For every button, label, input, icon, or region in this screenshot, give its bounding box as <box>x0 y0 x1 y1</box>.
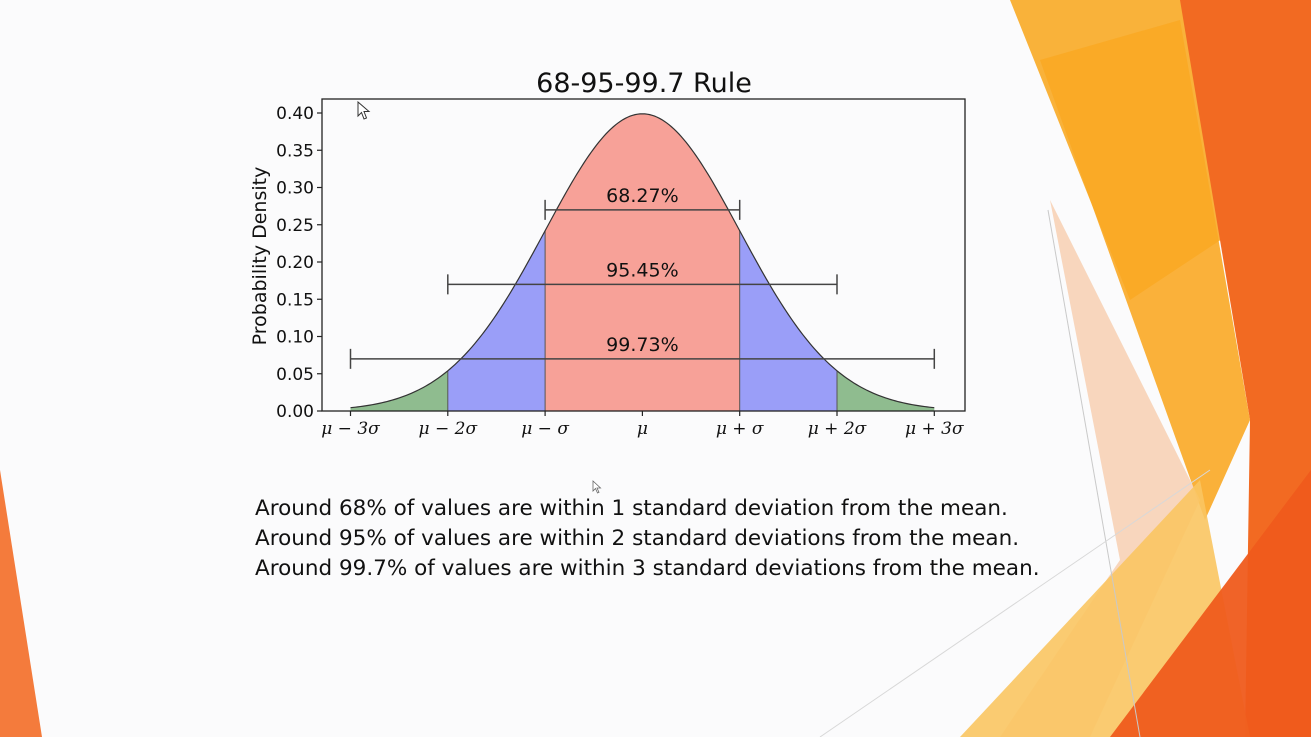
x-tick-label: μ − 2σ <box>419 419 478 439</box>
caption-line-3: Around 99.7% of values are within 3 stan… <box>255 556 1040 581</box>
interval-label: 95.45% <box>606 259 678 281</box>
x-tick-label: μ − 3σ <box>321 419 380 439</box>
region-2 <box>545 113 740 411</box>
interval-label: 68.27% <box>606 185 678 207</box>
y-tick-label: 0.35 <box>276 141 314 161</box>
y-tick-label: 0.25 <box>276 216 314 236</box>
y-tick-label: 0.40 <box>276 104 314 124</box>
facet-line <box>1047 209 1141 737</box>
y-tick-label: 0.15 <box>276 290 314 310</box>
facet-deep-orange <box>1110 470 1311 737</box>
y-tick-label: 0.05 <box>276 365 314 385</box>
mouse-cursor-icon <box>592 480 602 494</box>
y-tick-label: 0.10 <box>276 328 314 348</box>
density-curve <box>350 113 935 409</box>
chart-title: 68-95-99.7 Rule <box>536 68 752 99</box>
facet-amber-mid <box>1040 20 1250 520</box>
facet-left <box>0 470 42 737</box>
plot-area: 68.27% 95.45% 99.73% 0.00 0.05 0.10 0.15 0.20 0.… <box>276 98 966 439</box>
caption: Around 68% of values are within 1 standa… <box>255 494 1040 584</box>
y-tick-label: 0.20 <box>276 253 314 273</box>
y-axis-label: Probability Density <box>249 167 271 346</box>
x-tick-label: μ + 3σ <box>905 419 964 439</box>
caption-line-1: Around 68% of values are within 1 standa… <box>255 496 1008 521</box>
region-4 <box>837 370 935 411</box>
region-0 <box>350 370 448 411</box>
mouse-cursor-icon <box>357 101 371 120</box>
x-tick-label: μ + 2σ <box>808 419 867 439</box>
x-tick-label: μ <box>637 419 648 439</box>
x-tick-label: μ − σ <box>521 419 569 439</box>
x-tick-label: μ + σ <box>716 419 764 439</box>
caption-line-2: Around 95% of values are within 2 standa… <box>255 526 1020 551</box>
y-tick-label: 0.00 <box>276 402 314 422</box>
plot-frame <box>321 98 966 412</box>
y-tick-label: 0.30 <box>276 179 314 199</box>
facet-line-2 <box>819 469 1211 737</box>
interval-label: 99.73% <box>606 334 678 356</box>
